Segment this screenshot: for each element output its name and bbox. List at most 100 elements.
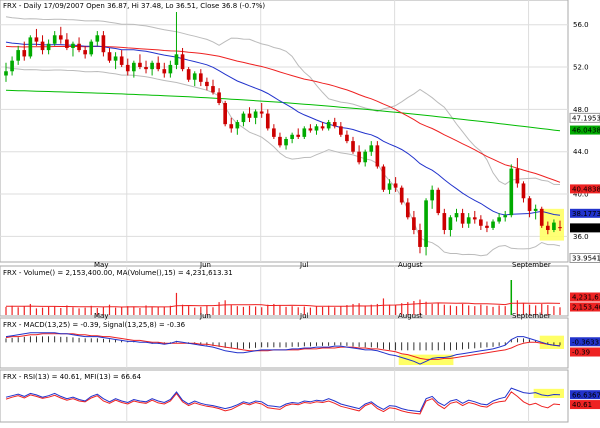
candle-body (363, 151, 368, 163)
upper-band-line (5, 16, 561, 185)
macd-badge-signal-bg (570, 337, 600, 347)
price-tick-label: 52.0 (573, 64, 589, 72)
candle-body (253, 111, 258, 118)
price-badge-ma20: 38.1773 (570, 208, 600, 218)
candle-body (186, 69, 191, 80)
candle-body (393, 183, 398, 188)
month-label: September (512, 312, 551, 320)
price-badge-ma50-bg (570, 184, 600, 194)
price-badge-lower: 33.9541 (569, 253, 600, 263)
price-tick-label: 56.0 (573, 21, 589, 29)
candle-body (381, 166, 386, 190)
candle-body (308, 128, 313, 131)
candle-body (132, 62, 136, 72)
volume-panel (0, 265, 569, 317)
candle-body (387, 183, 392, 190)
macd-panel (0, 317, 569, 369)
rsi-line (5, 391, 561, 415)
candle-body (34, 37, 39, 42)
rsi-panel (0, 369, 569, 423)
candle-body (113, 56, 118, 61)
candle-body (125, 64, 130, 72)
candle-body (138, 62, 142, 68)
macd-badge-signal: -0.363317 (570, 337, 600, 346)
candle-body (272, 128, 276, 137)
candle-body (58, 35, 63, 40)
candle-body (180, 54, 185, 70)
candle-body (552, 222, 556, 230)
month-label: September (512, 261, 551, 269)
candle-body (521, 183, 526, 199)
candle-body (533, 208, 538, 211)
price-tick-label: 36.0 (573, 233, 589, 241)
candle-body (119, 56, 124, 65)
candle-body (503, 215, 508, 218)
candle-body (430, 189, 434, 201)
lower-band-line (5, 67, 561, 257)
candle-body (320, 126, 325, 129)
mfi-line (5, 387, 561, 413)
macd-line (5, 332, 561, 365)
month-label: Jun (199, 312, 211, 320)
price-badge-ma200: 46.0438 (570, 125, 600, 135)
price-header: FRX - Daily 17/09/2007 Open 36.87, Hi 37… (3, 2, 265, 10)
price-badge-lower-bg (569, 253, 600, 263)
price-badge-close-text: 36.8 (572, 224, 588, 232)
candle-body (241, 113, 246, 123)
candle-body (174, 54, 179, 65)
candle-body (168, 64, 173, 74)
candle-body (412, 217, 416, 230)
price-panel (0, 0, 569, 263)
rsi-highlight (533, 388, 564, 398)
candle-body (144, 67, 148, 70)
candle-body (418, 229, 422, 247)
volume-badge-ma-text: 4,231,613 (572, 294, 600, 302)
macd-badge-value: -0.39 (570, 347, 600, 357)
month-label: May (94, 312, 108, 320)
candle-body (290, 134, 294, 139)
candle-body (424, 200, 428, 247)
candle-body (83, 50, 87, 55)
candle-body (485, 225, 489, 228)
month-label: August (398, 312, 423, 320)
candle-body (351, 141, 355, 152)
volume-header: FRX - Volume() = 2,153,400.00, MA(Volume… (3, 269, 233, 277)
macd-badge-value-text: -0.39 (572, 349, 590, 357)
price-badge-lower-text: 33.9541 (572, 255, 600, 263)
candle-body (399, 187, 404, 203)
price-badge-ma50: 40.4838 (570, 184, 600, 193)
price-badge-ma200-text: 46.0438 (572, 127, 600, 135)
price-badge-upper-band-text: 47.1953 (572, 114, 600, 122)
candle-body (150, 62, 154, 70)
candle-body (296, 134, 301, 137)
price-badge-ma50-text: 40.4838 (572, 185, 600, 193)
candle-body (65, 39, 69, 48)
price-badge-close-bg (570, 223, 600, 233)
candle-body (40, 41, 45, 51)
candle-body (22, 50, 27, 57)
candle-body (460, 213, 465, 224)
month-label: Jul (299, 312, 309, 320)
price-badge-upper-band-bg (569, 112, 600, 123)
candle-body (46, 43, 51, 51)
candle-body (28, 37, 33, 57)
candle-body (375, 145, 380, 167)
candle-body (16, 50, 21, 61)
candle-body (198, 73, 203, 82)
candle-body (95, 35, 100, 42)
candle-body (247, 113, 252, 118)
candle-body (284, 138, 288, 146)
volume-badge-value-text: 2,153,400 (572, 304, 600, 312)
candle-body (436, 189, 441, 214)
candle-body (357, 151, 361, 163)
price-badge-ma20-text: 38.1773 (572, 210, 600, 218)
price-badge-ma20-bg (570, 208, 600, 218)
price-tick-label: 40.0 (573, 191, 589, 199)
candle-body (235, 122, 240, 129)
candle-body (211, 86, 215, 93)
price-badge-ma200-bg (570, 125, 600, 135)
volume-badge-value: 2,153,400 (570, 302, 600, 312)
price-tick-label: 48.0 (573, 106, 589, 114)
